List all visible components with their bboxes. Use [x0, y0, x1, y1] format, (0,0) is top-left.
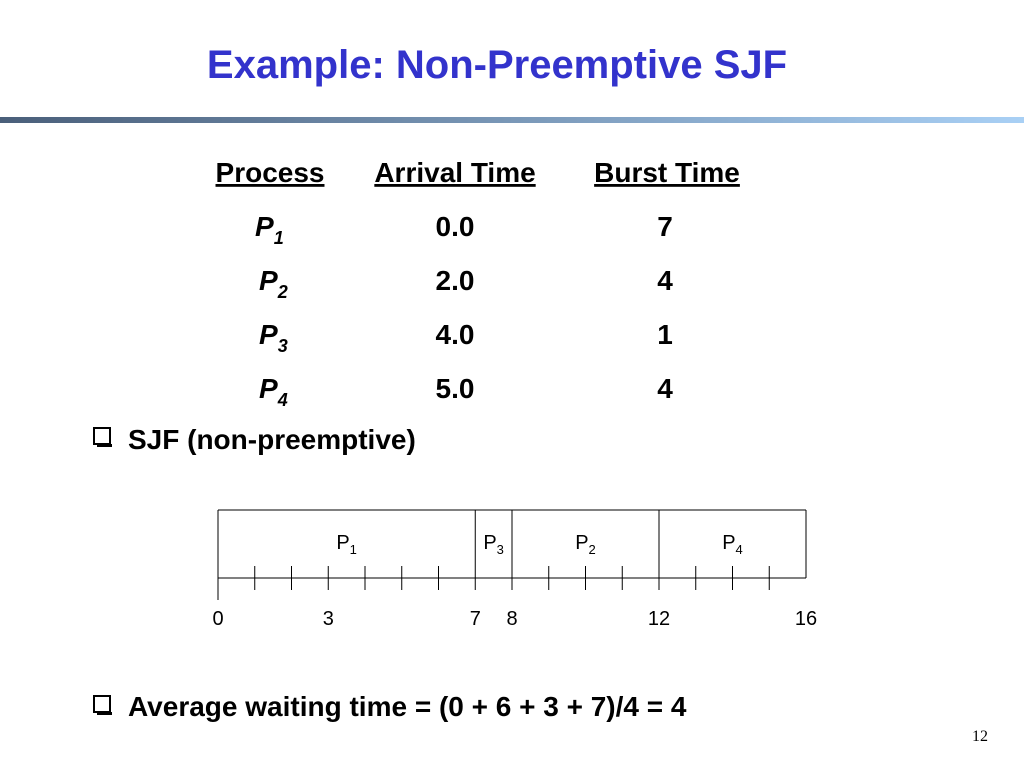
process-name: P4: [259, 373, 288, 410]
bullet-text: Average waiting time = (0 + 6 + 3 + 7)/4…: [128, 691, 687, 722]
process-name: P2: [259, 265, 288, 302]
process-name: P3: [259, 319, 288, 356]
bullet-shadow: [97, 444, 112, 447]
column-header: Process: [216, 157, 325, 188]
segment-subscript: 1: [350, 542, 357, 557]
segment-subscript: 4: [736, 542, 743, 557]
segment-subscript: 3: [497, 542, 504, 557]
column-header: Arrival Time: [374, 157, 535, 188]
gantt-chart: P1 P3 P2 P40 3 7 8 12 16: [212, 509, 817, 630]
burst-time: 7: [657, 211, 673, 242]
segment-label: P2: [575, 532, 596, 557]
time-label: 0: [212, 608, 223, 630]
segment-label: P4: [722, 532, 743, 557]
arrival-time: 0.0: [436, 211, 475, 242]
process-letter: P: [259, 373, 278, 404]
segment-name: P: [722, 532, 735, 554]
page-number: 12: [972, 728, 988, 745]
arrival-time: 5.0: [436, 373, 475, 404]
arrival-time: 2.0: [436, 265, 475, 296]
process-letter: P: [255, 211, 274, 242]
bullet-shadow: [97, 712, 112, 715]
process-subscript: 4: [277, 390, 288, 410]
burst-time: 4: [657, 265, 673, 296]
segment-name: P: [336, 532, 349, 554]
segment-subscript: 2: [589, 542, 596, 557]
arrival-time: 4.0: [436, 319, 475, 350]
segment-label: P3: [483, 532, 504, 557]
time-label: 16: [795, 608, 817, 630]
time-label: 12: [648, 608, 670, 630]
segment-name: P: [483, 532, 496, 554]
slide-title: Example: Non-Preemptive SJF: [207, 43, 787, 87]
process-letter: P: [259, 319, 278, 350]
time-label: 8: [506, 608, 517, 630]
bullet-text: SJF (non-preemptive): [128, 424, 416, 455]
process-letter: P: [259, 265, 278, 296]
bullet-box: [93, 427, 111, 445]
title-rule: [0, 117, 1024, 123]
process-subscript: 3: [278, 336, 288, 356]
process-name: P1: [255, 211, 284, 248]
segment-label: P1: [336, 532, 357, 557]
burst-time: 1: [657, 319, 673, 350]
column-header: Burst Time: [594, 157, 740, 188]
time-label: 3: [323, 608, 334, 630]
process-subscript: 2: [277, 282, 288, 302]
segment-name: P: [575, 532, 588, 554]
bullet-box: [93, 695, 111, 713]
burst-time: 4: [657, 373, 673, 404]
time-label: 7: [470, 608, 481, 630]
process-subscript: 1: [274, 228, 284, 248]
